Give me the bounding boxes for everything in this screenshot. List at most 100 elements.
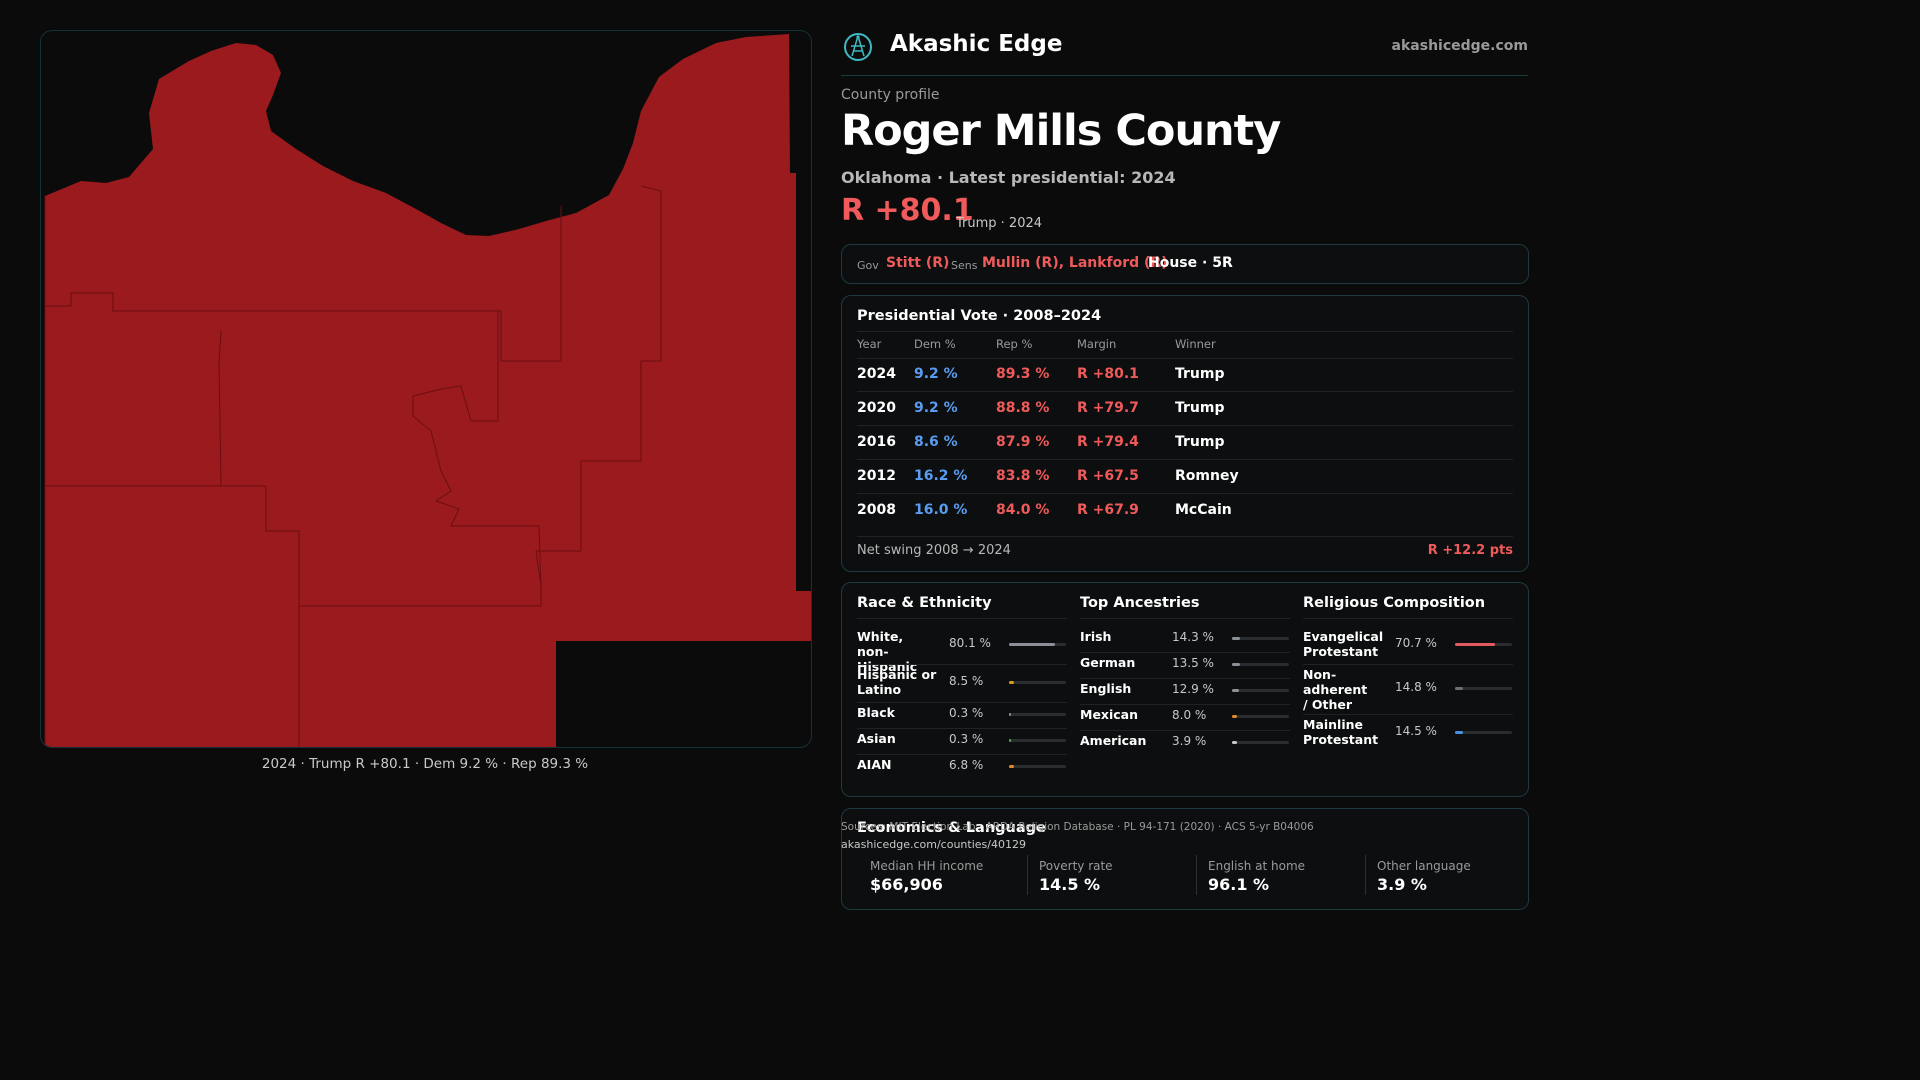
race-label: Asian	[857, 731, 896, 746]
presidential-title: Presidential Vote · 2008–2024	[857, 308, 1102, 324]
ancestry-bar-track	[1232, 663, 1289, 666]
pres-cell-winner: Trump	[1175, 400, 1225, 416]
house-delegation: House · 5R	[1148, 255, 1233, 271]
religion-label: Evangelical Protestant	[1303, 629, 1384, 659]
race-value: 0.3 %	[949, 732, 984, 746]
pres-cell-margin: R +79.7	[1077, 400, 1139, 416]
race-column: Race & Ethnicity White, non-Hispanic 80.1…	[857, 583, 1067, 796]
religion-row: Mainline Protestant 14.5 %	[1303, 715, 1513, 749]
pres-cell-winner: McCain	[1175, 502, 1232, 518]
race-label: AIAN	[857, 757, 892, 772]
race-bar-track	[1009, 765, 1066, 768]
econ-label: English at home	[1208, 859, 1306, 873]
ancestry-bar-track	[1232, 689, 1289, 692]
race-value: 8.5 %	[949, 674, 984, 688]
religion-label: Non-adherent / Other	[1303, 667, 1368, 712]
race-value: 6.8 %	[949, 758, 984, 772]
latest-margin: R +80.1	[841, 193, 974, 228]
pres-cell-dem: 16.0 %	[914, 502, 968, 518]
religion-bar-fill	[1455, 643, 1496, 646]
ancestry-value: 14.3 %	[1172, 630, 1214, 644]
econ-value: 96.1 %	[1208, 875, 1270, 894]
religion-title: Religious Composition	[1303, 595, 1486, 611]
source-url-link[interactable]: akashicedge.com/counties/40129	[841, 838, 1026, 851]
pres-cell-rep: 83.8 %	[996, 468, 1050, 484]
col-header-rep: Rep %	[996, 337, 1033, 351]
econ-value: 14.5 %	[1039, 875, 1101, 894]
religion-value: 14.8 %	[1395, 680, 1437, 694]
demographics-panel: Race & Ethnicity White, non-Hispanic 80.1…	[841, 582, 1529, 797]
pres-cell-rep: 89.3 %	[996, 366, 1050, 382]
race-title: Race & Ethnicity	[857, 595, 992, 611]
religion-row: Evangelical Protestant 70.7 %	[1303, 627, 1513, 665]
religion-bar-track	[1455, 643, 1512, 646]
ancestry-bar-fill	[1232, 689, 1240, 692]
race-bar-track	[1009, 713, 1066, 716]
map-caption: 2024 · Trump R +80.1 · Dem 9.2 % · Rep 8…	[261, 756, 589, 772]
county-map[interactable]	[40, 30, 812, 748]
ancestry-bar-fill	[1232, 715, 1237, 718]
race-bar-track	[1009, 739, 1066, 742]
col-header-year: Year	[857, 337, 882, 351]
page-title: Roger Mills County	[841, 106, 1281, 156]
officials-bar: Gov Stitt (R) Sens Mullin (R), Lankford …	[841, 244, 1529, 284]
economics-panel: Economics & Language Median HH income $66…	[841, 808, 1529, 910]
religion-column: Religious Composition Evangelical Protes…	[1303, 583, 1513, 796]
pres-cell-dem: 8.6 %	[914, 434, 958, 450]
pres-cell-winner: Trump	[1175, 366, 1225, 382]
econ-label: Poverty rate	[1039, 859, 1113, 873]
ancestry-row: Irish 14.3 %	[1080, 627, 1290, 653]
pres-cell-winner: Romney	[1175, 468, 1239, 484]
ancestry-bar-track	[1232, 637, 1289, 640]
race-bar-fill	[1009, 643, 1055, 646]
pres-cell-rep: 84.0 %	[996, 502, 1050, 518]
gov-label: Gov	[857, 259, 879, 272]
pres-cell-margin: R +79.4	[1077, 434, 1139, 450]
race-label: Hispanic or Latino	[857, 667, 937, 697]
religion-row: Non-adherent / Other 14.8 %	[1303, 665, 1513, 715]
race-bar-fill	[1009, 681, 1014, 684]
ancestry-label: American	[1080, 733, 1147, 748]
race-bar-track	[1009, 643, 1066, 646]
brand-name[interactable]: Akashic Edge	[890, 31, 1063, 57]
pres-cell-margin: R +67.5	[1077, 468, 1139, 484]
ancestry-column: Top Ancestries Irish 14.3 % German 13.5 % En…	[1080, 583, 1290, 796]
pres-cell-year: 2008	[857, 502, 896, 518]
senators: Mullin (R), Lankford (R)	[982, 255, 1168, 271]
profile-kicker: County profile	[841, 87, 940, 103]
governor: Stitt (R)	[886, 255, 950, 271]
pres-cell-year: 2016	[857, 434, 896, 450]
site-header: Akashic Edge akashicedge.com	[841, 28, 1528, 76]
ancestry-label: German	[1080, 655, 1136, 670]
col-header-winner: Winner	[1175, 337, 1216, 351]
ancestry-value: 8.0 %	[1172, 708, 1207, 722]
econ-value: $66,906	[870, 875, 943, 894]
pres-cell-dem: 9.2 %	[914, 366, 958, 382]
pres-cell-margin: R +67.9	[1077, 502, 1139, 518]
religion-bar-track	[1455, 687, 1512, 690]
county-shape[interactable]	[45, 34, 811, 747]
race-bar-track	[1009, 681, 1066, 684]
religion-label: Mainline Protestant	[1303, 717, 1379, 747]
race-row: Hispanic or Latino 8.5 %	[857, 665, 1067, 703]
sens-label: Sens	[951, 259, 978, 272]
ancestry-value: 3.9 %	[1172, 734, 1207, 748]
race-bar-fill	[1009, 739, 1011, 742]
race-value: 0.3 %	[949, 706, 984, 720]
ancestry-label: Irish	[1080, 629, 1112, 644]
net-swing-label: Net swing 2008 → 2024	[857, 543, 1011, 558]
race-row: AIAN 6.8 %	[857, 755, 1067, 777]
ancestry-value: 13.5 %	[1172, 656, 1214, 670]
site-url[interactable]: akashicedge.com	[1391, 38, 1528, 54]
ancestry-label: English	[1080, 681, 1132, 696]
ancestry-row: German 13.5 %	[1080, 653, 1290, 679]
ancestry-bar-track	[1232, 715, 1289, 718]
religion-value: 70.7 %	[1395, 636, 1437, 650]
atom-logo-icon[interactable]	[843, 32, 873, 62]
ancestry-bar-track	[1232, 741, 1289, 744]
race-label: Black	[857, 705, 895, 720]
ancestry-title: Top Ancestries	[1080, 595, 1200, 611]
presidential-vote-table: Presidential Vote · 2008–2024 Year Dem %…	[841, 295, 1529, 572]
pres-cell-winner: Trump	[1175, 434, 1225, 450]
net-swing-value: R +12.2 pts	[1427, 543, 1513, 558]
